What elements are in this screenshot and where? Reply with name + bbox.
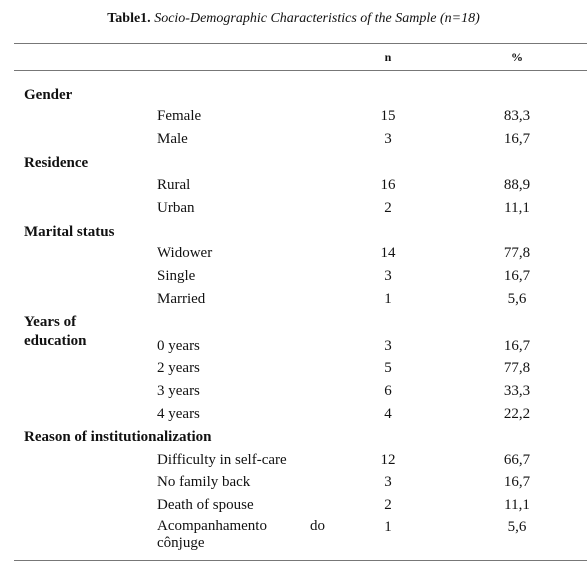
row-label: Rural xyxy=(157,177,191,193)
n-value: 3 xyxy=(384,131,392,147)
bottom-rule xyxy=(14,560,587,561)
title-text: Socio-Demographic Characteristics of the… xyxy=(154,11,480,26)
pct-value: 16,7 xyxy=(503,474,531,490)
pct-value: 83,3 xyxy=(503,108,531,124)
column-header: n xyxy=(384,50,392,64)
pct-value: 77,8 xyxy=(503,360,531,376)
row-label: Acompanhamento do cônjuge xyxy=(157,518,325,551)
group-label: Gender xyxy=(24,87,73,103)
row-label: 3 years xyxy=(157,383,200,399)
n-value: 2 xyxy=(384,200,392,216)
pct-value: 5,6 xyxy=(507,291,527,307)
header-rule xyxy=(14,70,587,71)
pct-value: 16,7 xyxy=(503,268,531,284)
n-value: 3 xyxy=(384,338,392,354)
n-value: 16 xyxy=(380,177,396,193)
pct-value: 16,7 xyxy=(503,338,531,354)
group-label: Years of education xyxy=(24,314,87,349)
row-label: 0 years xyxy=(157,338,200,354)
pct-value: 22,2 xyxy=(503,406,531,422)
pct-value: 66,7 xyxy=(503,452,531,468)
row-label: Single xyxy=(157,268,196,284)
n-value: 2 xyxy=(384,497,392,513)
group-label: Marital status xyxy=(24,224,115,240)
row-label: Death of spouse xyxy=(157,497,254,513)
pct-value: 16,7 xyxy=(503,131,531,147)
n-value: 3 xyxy=(384,268,392,284)
n-value: 12 xyxy=(380,452,396,468)
top-rule xyxy=(14,43,587,44)
pct-value: 77,8 xyxy=(503,245,531,261)
n-value: 1 xyxy=(384,291,392,307)
column-header: % xyxy=(511,50,523,64)
table-title: Table1. Socio-Demographic Characteristic… xyxy=(0,9,587,28)
row-label: Married xyxy=(157,291,206,307)
group-label: Residence xyxy=(24,155,89,171)
n-value: 1 xyxy=(384,519,392,535)
pct-value: 88,9 xyxy=(503,177,531,193)
row-label: 2 years xyxy=(157,360,200,376)
n-value: 14 xyxy=(380,245,396,261)
pct-value: 11,1 xyxy=(504,497,530,513)
row-label: Female xyxy=(157,108,202,124)
group-label: Reason of institutionalization xyxy=(24,429,212,445)
title-label: Table1. xyxy=(107,11,151,26)
n-value: 5 xyxy=(384,360,392,376)
n-value: 3 xyxy=(384,474,392,490)
pct-value: 5,6 xyxy=(507,519,527,535)
pct-value: 11,1 xyxy=(504,200,530,216)
row-label: Widower xyxy=(157,245,213,261)
row-label: Male xyxy=(157,131,188,147)
row-label: 4 years xyxy=(157,406,200,422)
row-label: Urban xyxy=(157,200,195,216)
pct-value: 33,3 xyxy=(503,383,531,399)
row-label: No family back xyxy=(157,474,251,490)
n-value: 6 xyxy=(384,383,392,399)
row-label: Difficulty in self-care xyxy=(157,452,287,468)
n-value: 4 xyxy=(384,406,392,422)
n-value: 15 xyxy=(380,108,396,124)
